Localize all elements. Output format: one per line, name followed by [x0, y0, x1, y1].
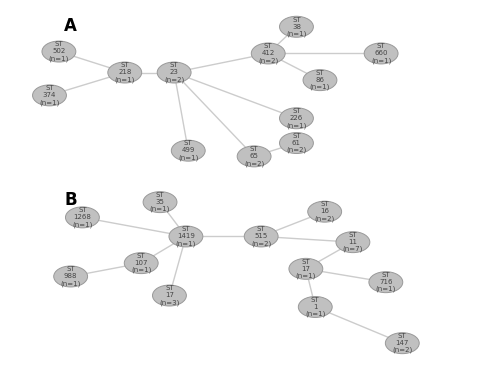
Text: ST
23
(n=2): ST 23 (n=2)	[164, 62, 184, 83]
Text: ST
61
(n=2): ST 61 (n=2)	[287, 133, 307, 153]
Ellipse shape	[244, 226, 278, 247]
Text: ST
988
(n=1): ST 988 (n=1)	[60, 266, 81, 287]
Ellipse shape	[143, 192, 177, 213]
Ellipse shape	[157, 62, 191, 83]
Ellipse shape	[169, 226, 203, 247]
Text: ST
35
(n=1): ST 35 (n=1)	[150, 192, 170, 212]
Ellipse shape	[364, 43, 398, 64]
Ellipse shape	[299, 296, 332, 317]
Text: ST
1
(n=1): ST 1 (n=1)	[305, 297, 325, 317]
Ellipse shape	[289, 258, 323, 279]
Text: ST
65
(n=2): ST 65 (n=2)	[244, 146, 264, 166]
Text: ST
502
(n=1): ST 502 (n=1)	[48, 41, 69, 62]
Text: A: A	[64, 17, 77, 35]
Ellipse shape	[369, 272, 403, 293]
Text: B: B	[64, 191, 77, 209]
Text: ST
226
(n=1): ST 226 (n=1)	[286, 108, 307, 128]
Ellipse shape	[279, 133, 313, 154]
Ellipse shape	[252, 43, 285, 64]
Text: ST
107
(n=1): ST 107 (n=1)	[131, 253, 151, 273]
Ellipse shape	[279, 108, 313, 129]
Text: ST
86
(n=1): ST 86 (n=1)	[310, 70, 330, 90]
Ellipse shape	[237, 146, 271, 167]
Text: ST
660
(n=1): ST 660 (n=1)	[371, 43, 391, 64]
Text: ST
17
(n=1): ST 17 (n=1)	[296, 259, 316, 279]
Text: ST
16
(n=2): ST 16 (n=2)	[314, 202, 335, 222]
Text: ST
499
(n=1): ST 499 (n=1)	[178, 140, 198, 161]
Ellipse shape	[303, 70, 337, 91]
Text: ST
11
(n=7): ST 11 (n=7)	[343, 232, 363, 252]
Text: ST
515
(n=2): ST 515 (n=2)	[251, 226, 271, 247]
Ellipse shape	[54, 266, 87, 287]
Ellipse shape	[279, 16, 313, 37]
Text: ST
147
(n=2): ST 147 (n=2)	[392, 333, 412, 354]
Ellipse shape	[153, 285, 186, 306]
Text: ST
218
(n=1): ST 218 (n=1)	[115, 62, 135, 83]
Text: ST
17
(n=3): ST 17 (n=3)	[159, 285, 180, 306]
Text: ST
38
(n=1): ST 38 (n=1)	[286, 16, 307, 37]
Ellipse shape	[65, 207, 99, 228]
Text: ST
1268
(n=1): ST 1268 (n=1)	[72, 207, 93, 228]
Ellipse shape	[385, 333, 419, 354]
Ellipse shape	[171, 140, 205, 161]
Ellipse shape	[108, 62, 142, 83]
Ellipse shape	[308, 201, 342, 222]
Text: ST
1419
(n=1): ST 1419 (n=1)	[176, 226, 196, 247]
Text: ST
716
(n=1): ST 716 (n=1)	[376, 272, 396, 293]
Text: ST
374
(n=1): ST 374 (n=1)	[39, 85, 60, 106]
Ellipse shape	[336, 232, 370, 252]
Text: ST
412
(n=2): ST 412 (n=2)	[258, 43, 278, 64]
Ellipse shape	[33, 85, 66, 106]
Ellipse shape	[42, 41, 76, 62]
Ellipse shape	[124, 252, 158, 273]
